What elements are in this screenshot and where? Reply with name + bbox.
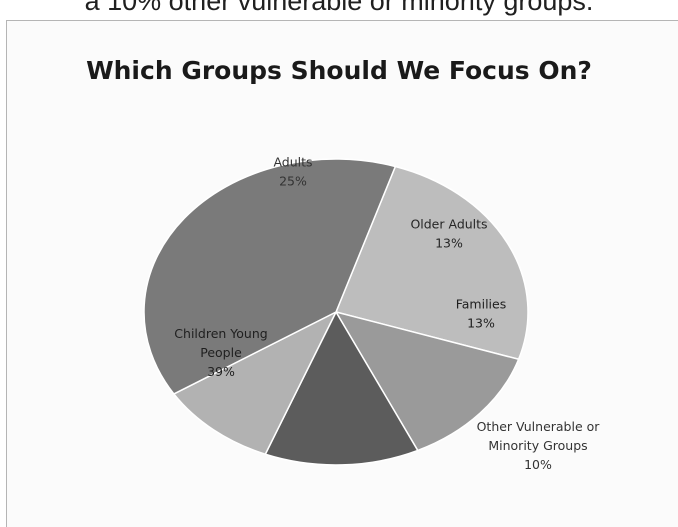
pie-slice-adults [334,165,529,361]
pie-slice-older-adults [334,310,520,452]
chart-title: Which Groups Should We Focus On? [86,56,592,85]
slice-label-children-young-people: Children Young People 39% [174,326,267,379]
cropped-caption-text: a 10% other vulnerable or minority group… [84,0,594,16]
slice-label-line-older-adults: Older Adults [410,217,487,232]
pie-slice-children-young-people [143,158,397,395]
slice-label-families: Families 13% [456,297,507,331]
pie-slice-families [264,310,419,466]
slice-percent-children-young-people: 39% [207,364,235,379]
slice-label-other-vulnerable-or-minority-groups: Other Vulnerable or Minority Groups 10% [477,419,601,472]
pie-slice-other-vulnerable-or-minority-groups [172,310,338,456]
slice-percent-other-vulnerable-or-minority-groups: 10% [524,457,552,472]
slice-percent-older-adults: 13% [435,236,463,251]
slice-label-line-children-young-people: Children Young [174,326,267,341]
slice-label-line-adults: Adults [273,155,312,170]
slice-percent-adults: 25% [279,174,307,189]
slice-percent-families: 13% [467,316,495,331]
slice-label-adults: Adults 25% [273,155,312,189]
slice-label-line-families: Families [456,297,507,312]
slice-label-older-adults: Older Adults 13% [410,217,487,251]
slice-label-line-other-vulnerable-or-minority-groups: Other Vulnerable or [477,419,601,434]
slice-label-line-children-young-people: People [200,345,242,360]
slice-label-line-other-vulnerable-or-minority-groups: Minority Groups [488,438,587,453]
